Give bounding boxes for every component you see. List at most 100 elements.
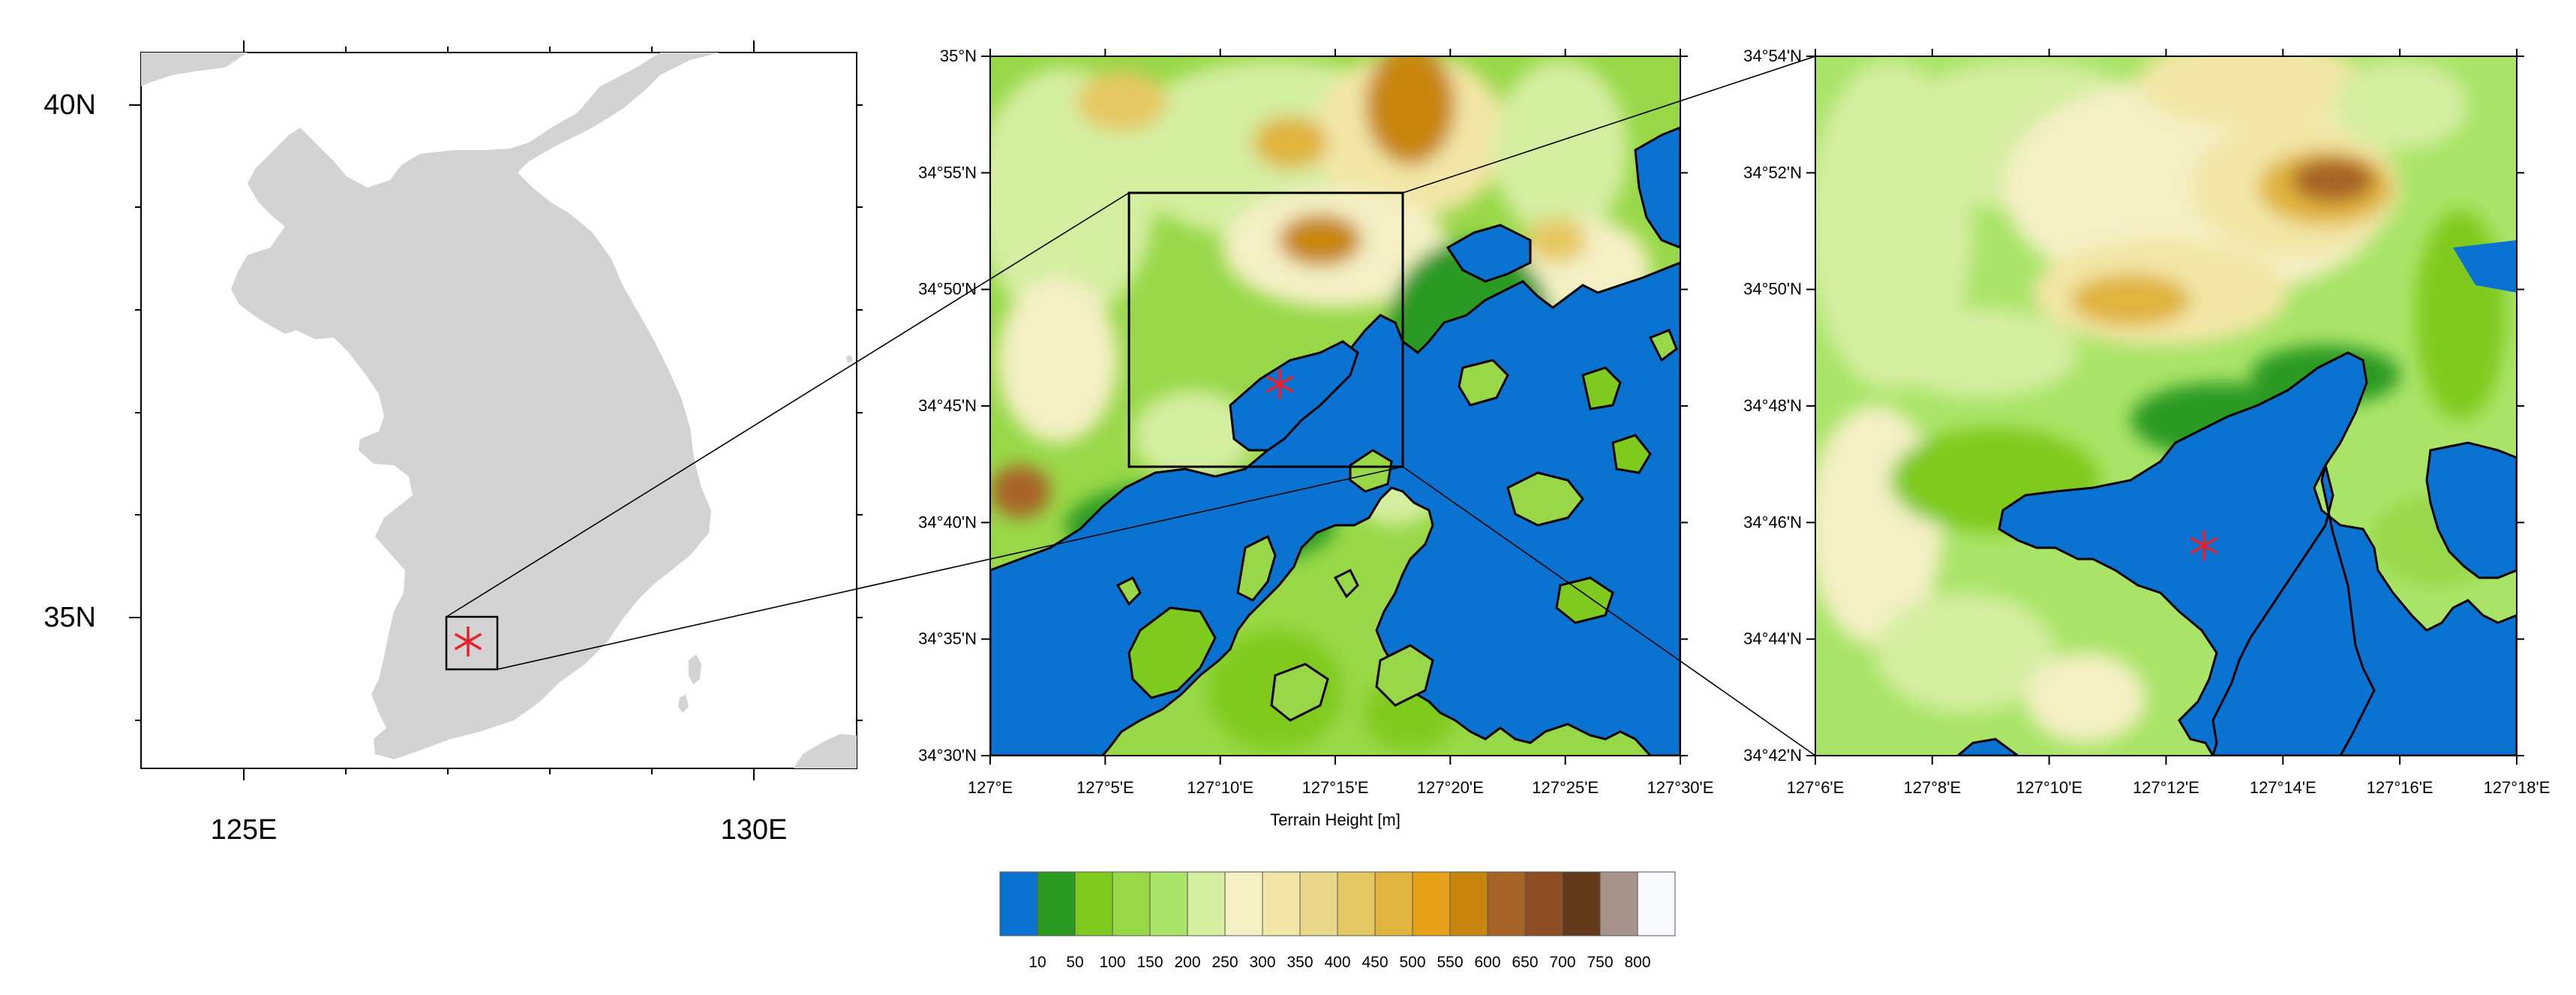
lon-tick-label: 127°10'E: [2016, 778, 2082, 797]
colorbar-label: 700: [1549, 954, 1575, 971]
colorbar-swatch: [1337, 871, 1376, 936]
lat-tick-label: 34°44'N: [1743, 630, 1802, 648]
domain-sea-north: [1446, 224, 1532, 283]
colorbar-swatch: [1487, 871, 1526, 936]
zoom-terrain-raster: [1815, 56, 2517, 756]
zoom-lon-ticks: 127°6'E 127°8'E 127°10'E 127°12'E 127°14'E 12…: [1787, 49, 2550, 797]
colorbar-label: 600: [1474, 954, 1500, 971]
colorbar-swatch: [1374, 871, 1413, 936]
domain-map-panel: 35°N 34°55'N 34°50'N 34°45'N 34°40'N 34°35'N 3…: [918, 47, 1714, 829]
colorbar-label: 250: [1211, 954, 1238, 971]
colorbar-swatch: [1524, 871, 1563, 936]
domain-site-marker: [1265, 369, 1294, 399]
korean-peninsula-landmass: [141, 53, 720, 759]
lat-tick-label: 34°50'N: [918, 280, 977, 299]
lat-tick-label: 34°30'N: [918, 746, 977, 765]
overview-lat-tick-label: 40N: [44, 89, 96, 121]
colorbar-label: 300: [1249, 954, 1275, 971]
domain-sea-inlet: [1229, 340, 1359, 452]
colorbar-label: 550: [1437, 954, 1463, 971]
lat-tick-label: 35°N: [940, 47, 977, 65]
colorbar-swatch: [1449, 871, 1488, 936]
japan-kyushu-landmass: [794, 734, 857, 768]
tsushima-island-south: [678, 694, 689, 713]
colorbar-swatch: [1224, 871, 1263, 936]
marker-stroke: [2190, 537, 2218, 555]
colorbar-label: 350: [1286, 954, 1313, 971]
lon-tick-label: 127°25'E: [1532, 778, 1599, 797]
colorbar-label: 150: [1136, 954, 1163, 971]
zoom-sea-right: [2425, 441, 2517, 579]
overview-lat-tick-label: 35N: [44, 602, 96, 633]
lon-tick-label: 127°E: [968, 778, 1013, 797]
lat-tick-label: 34°48'N: [1743, 396, 1802, 415]
lat-tick-label: 34°46'N: [1743, 513, 1802, 531]
lat-tick-label: 34°45'N: [918, 396, 977, 415]
lat-tick-label: 34°40'N: [918, 513, 977, 531]
zoom-site-marker: [2190, 531, 2218, 561]
lon-tick-label: 127°20'E: [1417, 778, 1484, 797]
domain-zoom-box: [1127, 191, 1404, 468]
colorbar-label: 800: [1624, 954, 1650, 971]
domain-lat-ticks: 35°N 34°55'N 34°50'N 34°45'N 34°40'N 34°35'N 3…: [918, 47, 1688, 765]
colorbar-swatch: [1562, 871, 1601, 936]
ulleung-island: [846, 355, 853, 363]
colorbar-swatches: [999, 871, 1676, 936]
domain-islands: [1115, 329, 1678, 722]
colorbar-labels: 10 50 100 150 200 250 300 350 400 450 500 550 600 650…: [1028, 954, 1650, 971]
lon-tick-label: 127°18'E: [2484, 778, 2550, 797]
colorbar-swatch: [1299, 871, 1338, 936]
lon-tick-label: 127°12'E: [2133, 778, 2199, 797]
domain-x-axis-label: Terrain Height [m]: [1270, 810, 1401, 829]
lat-tick-label: 34°54'N: [1743, 47, 1802, 65]
colorbar-swatch: [1637, 871, 1676, 936]
colorbar-label: 500: [1399, 954, 1425, 971]
marker-stroke: [454, 633, 482, 651]
lat-tick-label: 34°50'N: [1743, 280, 1802, 299]
zoom-sea-top: [2453, 240, 2517, 293]
zoom-lat-ticks: 34°54'N 34°52'N 34°50'N 34°48'N 34°46'N 34°44…: [1743, 47, 2524, 765]
lon-tick-label: 127°10'E: [1187, 778, 1253, 797]
overview-map-panel: 40N 35N 125E 130E: [0, 0, 863, 846]
colorbar-label: 200: [1174, 954, 1200, 971]
lat-tick-label: 34°55'N: [918, 163, 977, 182]
overview-lon-tick-label: 125E: [211, 814, 278, 846]
zoom-sea-channel: [2211, 464, 2376, 756]
colorbar-swatch: [1149, 871, 1188, 936]
colorbar-swatch: [1412, 871, 1451, 936]
colorbar-swatch: [999, 871, 1038, 936]
lon-tick-label: 127°8'E: [1904, 778, 1962, 797]
domain-sea-northeast: [1634, 126, 1680, 249]
colorbar-swatch: [1074, 871, 1113, 936]
colorbar-swatch: [1112, 871, 1151, 936]
colorbar-label: 400: [1324, 954, 1350, 971]
lon-tick-label: 127°5'E: [1076, 778, 1134, 797]
colorbar-swatch: [1037, 871, 1076, 936]
lon-tick-label: 127°6'E: [1787, 778, 1845, 797]
colorbar-label: 100: [1099, 954, 1125, 971]
lon-tick-label: 127°14'E: [2250, 778, 2316, 797]
colorbar-label: 650: [1512, 954, 1538, 971]
domain-terrain-raster: [990, 56, 1680, 756]
lat-tick-label: 34°52'N: [1743, 163, 1802, 182]
china-landmass: [141, 53, 248, 86]
colorbar-label: 50: [1066, 954, 1083, 971]
domain-lon-ticks: 127°E 127°5'E 127°10'E 127°15'E 127°20'E 127°…: [968, 49, 1714, 797]
tsushima-island: [689, 654, 701, 684]
colorbar-swatch: [1599, 871, 1638, 936]
zoom-connector-lines: [446, 56, 1816, 756]
overview-study-area-box: [445, 615, 499, 671]
overview-ticks: [129, 41, 863, 780]
colorbar-swatch: [1262, 871, 1301, 936]
lon-tick-label: 127°16'E: [2367, 778, 2433, 797]
lat-tick-label: 34°42'N: [1743, 746, 1802, 765]
colorbar-label: 750: [1587, 954, 1613, 971]
colorbar-swatch: [1187, 871, 1226, 936]
zoom-sea: [1998, 351, 2517, 756]
overview-site-marker: [454, 627, 482, 657]
marker-stroke: [1265, 375, 1294, 393]
lat-tick-label: 34°35'N: [918, 630, 977, 648]
zoom-sea-bottom-left: [1956, 738, 2020, 756]
lon-tick-label: 127°30'E: [1647, 778, 1714, 797]
